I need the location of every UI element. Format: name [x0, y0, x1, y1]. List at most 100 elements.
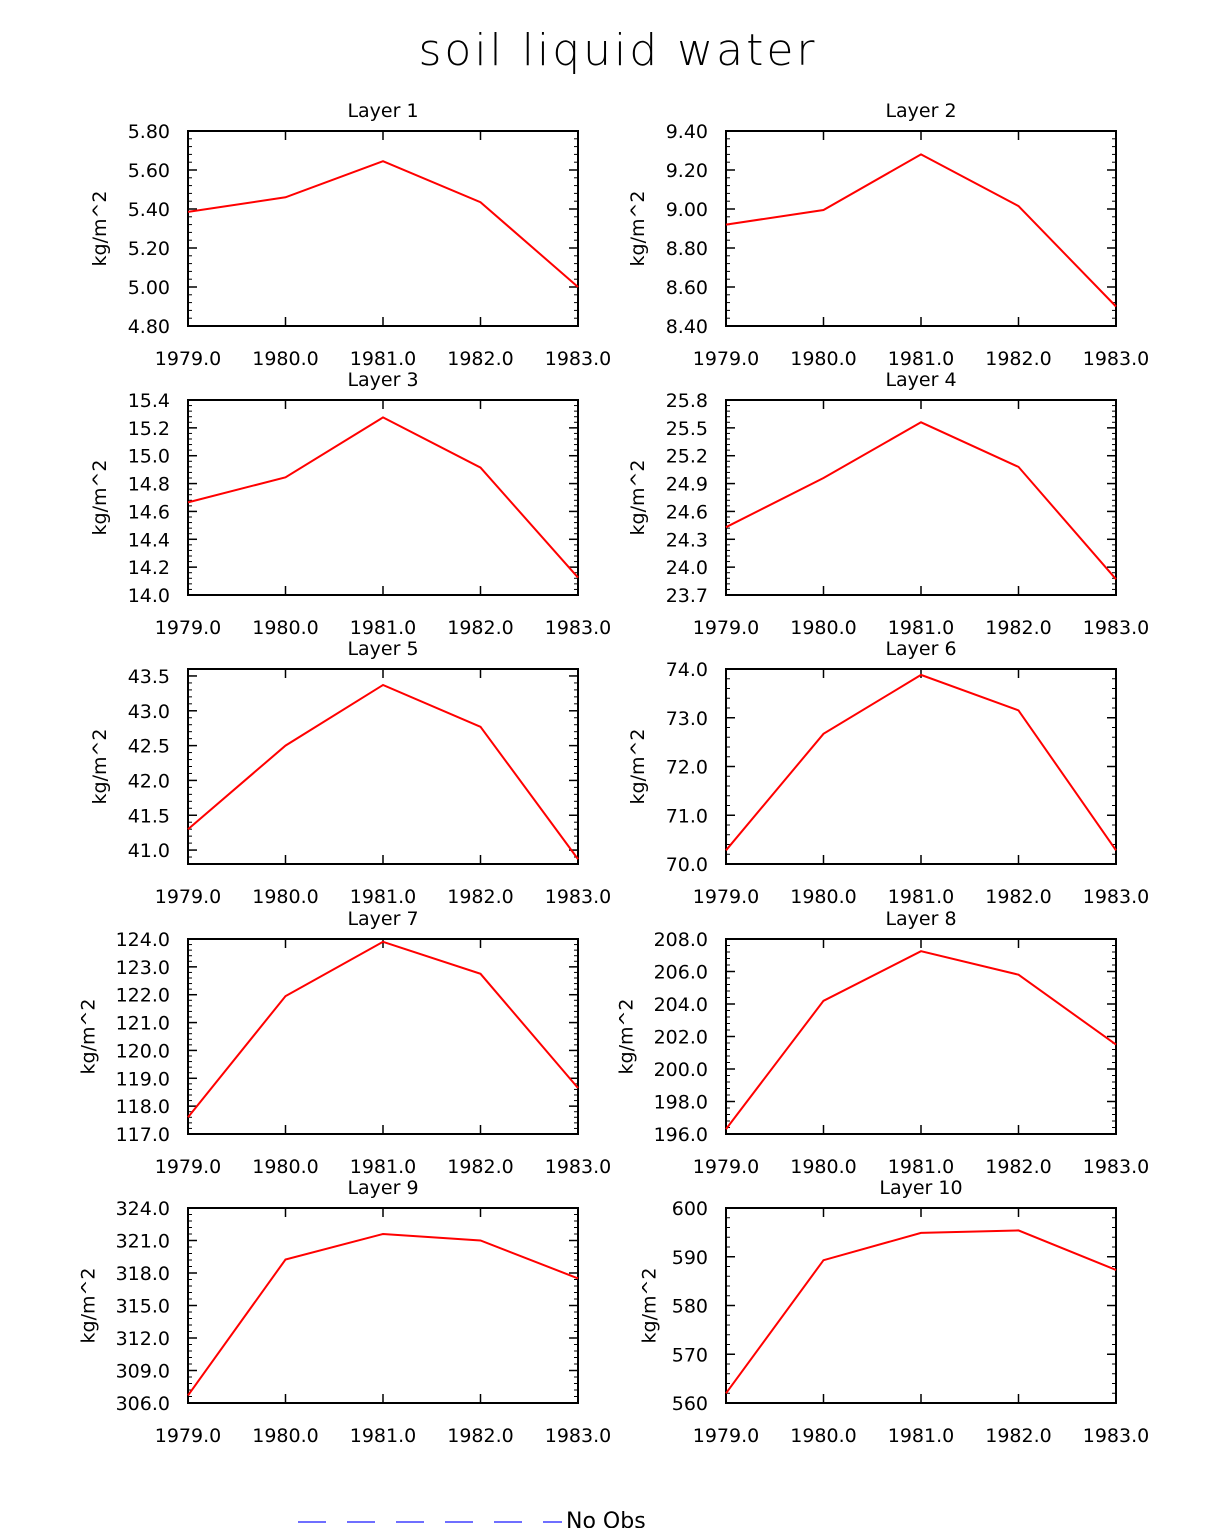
- y-tick-label: 119.0: [116, 1068, 170, 1090]
- series-line: [187, 160, 579, 288]
- y-tick-label: 24.3: [666, 529, 708, 551]
- x-tick-label: 1982.0: [447, 1156, 513, 1178]
- panel-title: Layer 3: [347, 369, 418, 391]
- y-tick-label: 318.0: [116, 1263, 170, 1285]
- x-tick-label: 1981.0: [888, 1425, 954, 1447]
- y-tick-label: 9.40: [666, 121, 708, 143]
- panel-layer-2: Layer 2 1979.0 1980.0 1981.0 1982.0 1983.0 8.4…: [627, 100, 1149, 370]
- y-tick-label: 15.0: [128, 446, 170, 468]
- y-axis-label: kg/m^2: [89, 191, 111, 267]
- x-tick-label: 1981.0: [350, 886, 416, 908]
- y-tick-label: 42.5: [128, 736, 170, 758]
- y-axis-label: kg/m^2: [78, 999, 100, 1075]
- x-tick-label: 1982.0: [447, 1425, 513, 1447]
- x-tick-label: 1981.0: [350, 617, 416, 639]
- y-axis-label: kg/m^2: [627, 460, 649, 536]
- x-tick-label: 1982.0: [985, 1156, 1051, 1178]
- y-tick-label: 71.0: [666, 805, 708, 827]
- x-tick-label: 1983.0: [545, 617, 611, 639]
- x-tick-label: 1983.0: [1083, 886, 1149, 908]
- x-tick-label: 1981.0: [888, 617, 954, 639]
- y-tick-label: 204.0: [654, 994, 708, 1016]
- series-line: [725, 673, 1117, 851]
- panel-layer-7: Layer 7 1979.0 1980.0 1981.0 1982.0 1983.0 117…: [78, 908, 612, 1178]
- plot-frame: [187, 938, 579, 1135]
- panel-title: Layer 8: [885, 908, 956, 930]
- series-line: [187, 940, 579, 1118]
- y-tick-label: 8.60: [666, 277, 708, 299]
- series-line: [725, 1229, 1117, 1394]
- series-line: [725, 421, 1117, 580]
- series-line: [187, 416, 579, 579]
- chart-title: soil liquid water: [418, 25, 817, 76]
- x-tick-label: 1983.0: [545, 348, 611, 370]
- x-tick-label: 1980.0: [252, 348, 318, 370]
- x-tick-label: 1979.0: [155, 1425, 221, 1447]
- x-tick-label: 1980.0: [252, 617, 318, 639]
- x-tick-label: 1980.0: [252, 1425, 318, 1447]
- y-tick-label: 315.0: [116, 1296, 170, 1318]
- x-tick-label: 1979.0: [155, 348, 221, 370]
- y-tick-label: 122.0: [116, 985, 170, 1007]
- x-tick-label: 1980.0: [790, 1156, 856, 1178]
- y-tick-label: 600: [672, 1198, 708, 1220]
- x-tick-label: 1982.0: [985, 886, 1051, 908]
- x-tick-label: 1980.0: [252, 886, 318, 908]
- y-tick-label: 306.0: [116, 1393, 170, 1415]
- y-tick-label: 202.0: [654, 1027, 708, 1049]
- x-tick-label: 1979.0: [693, 348, 759, 370]
- y-tick-label: 321.0: [116, 1231, 170, 1253]
- y-tick-label: 24.9: [666, 474, 708, 496]
- y-tick-label: 196.0: [654, 1124, 708, 1146]
- y-tick-label: 5.40: [128, 199, 170, 221]
- x-tick-label: 1983.0: [545, 1425, 611, 1447]
- x-tick-label: 1979.0: [693, 1156, 759, 1178]
- legend: No Obs: [298, 1509, 646, 1528]
- x-tick-label: 1983.0: [1083, 1425, 1149, 1447]
- panel-layer-1: Layer 1 1979.0 1980.0 1981.0 1982.0 1983.0 4.8…: [89, 100, 611, 370]
- y-tick-label: 118.0: [116, 1096, 170, 1118]
- x-tick-label: 1981.0: [888, 886, 954, 908]
- y-axis-label: kg/m^2: [627, 191, 649, 267]
- x-tick-label: 1979.0: [693, 617, 759, 639]
- y-tick-label: 9.20: [666, 160, 708, 182]
- y-tick-label: 41.5: [128, 805, 170, 827]
- x-tick-label: 1980.0: [790, 886, 856, 908]
- y-tick-label: 8.40: [666, 316, 708, 338]
- x-tick-label: 1981.0: [350, 348, 416, 370]
- x-tick-label: 1982.0: [985, 1425, 1051, 1447]
- y-tick-label: 121.0: [116, 1013, 170, 1035]
- x-tick-label: 1980.0: [252, 1156, 318, 1178]
- x-tick-label: 1982.0: [447, 348, 513, 370]
- y-tick-label: 324.0: [116, 1198, 170, 1220]
- x-tick-label: 1979.0: [155, 617, 221, 639]
- plot-frame: [725, 1207, 1117, 1404]
- x-tick-label: 1982.0: [985, 617, 1051, 639]
- y-tick-label: 5.20: [128, 238, 170, 260]
- panel-title: Layer 7: [347, 908, 418, 930]
- y-tick-label: 41.0: [128, 840, 170, 862]
- y-tick-label: 8.80: [666, 238, 708, 260]
- y-axis-label: kg/m^2: [639, 1268, 661, 1344]
- plot-frame: [725, 130, 1117, 327]
- x-tick-label: 1981.0: [350, 1156, 416, 1178]
- x-tick-label: 1981.0: [888, 1156, 954, 1178]
- y-axis-label: kg/m^2: [616, 999, 638, 1075]
- y-tick-label: 198.0: [654, 1092, 708, 1114]
- x-tick-label: 1979.0: [155, 886, 221, 908]
- y-tick-label: 14.6: [128, 501, 170, 523]
- x-tick-label: 1983.0: [545, 1156, 611, 1178]
- y-tick-label: 72.0: [666, 757, 708, 779]
- y-axis-label: kg/m^2: [89, 729, 111, 805]
- panel-layer-5: Layer 5 1979.0 1980.0 1981.0 1982.0 1983.0 41.…: [89, 638, 611, 908]
- x-tick-label: 1981.0: [888, 348, 954, 370]
- x-tick-label: 1980.0: [790, 348, 856, 370]
- y-tick-label: 570: [672, 1344, 708, 1366]
- y-tick-label: 200.0: [654, 1059, 708, 1081]
- plot-frame: [187, 399, 579, 596]
- series-line: [187, 1232, 579, 1396]
- y-tick-label: 5.60: [128, 160, 170, 182]
- y-tick-label: 43.0: [128, 701, 170, 723]
- y-tick-label: 25.5: [666, 418, 708, 440]
